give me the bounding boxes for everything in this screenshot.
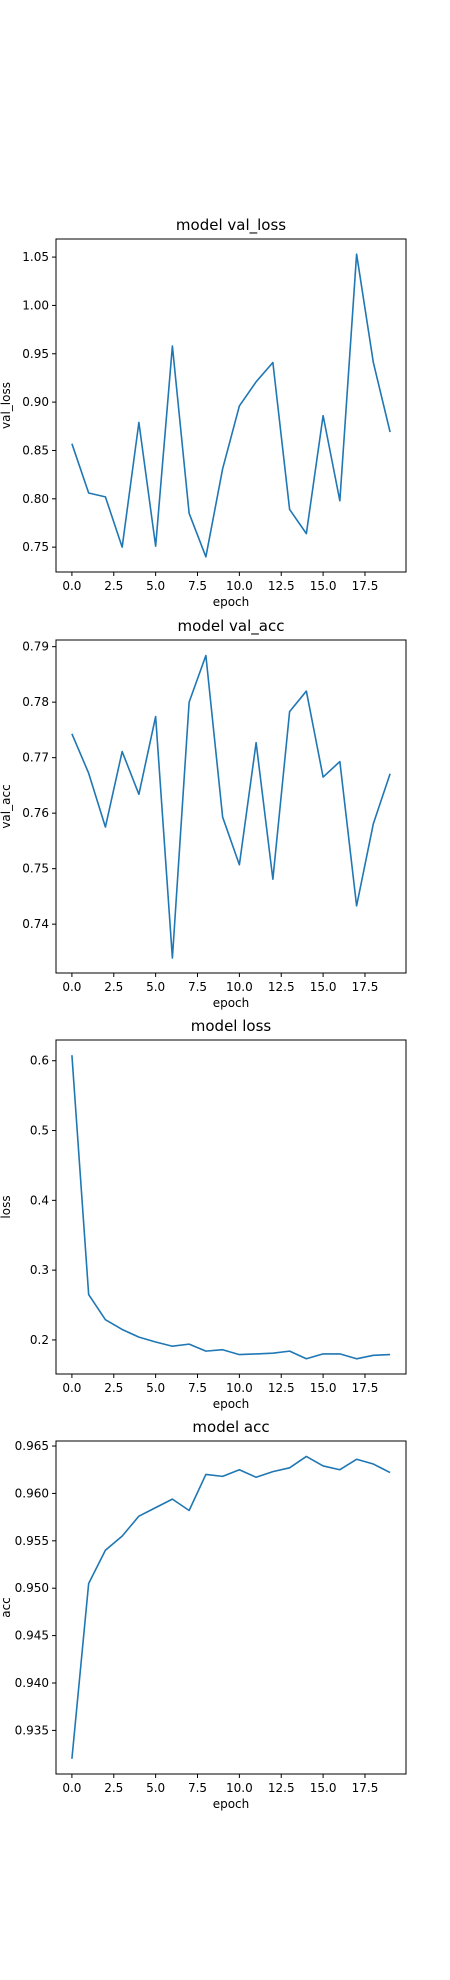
x-tick-label: 17.5: [352, 980, 379, 994]
y-tick-label: 0.80: [22, 492, 49, 506]
y-tick-label: 0.965: [15, 1439, 49, 1453]
x-axis-label: epoch: [213, 1397, 250, 1411]
x-tick-label: 5.0: [146, 1381, 165, 1395]
chart-panel-1: model val_loss 0.0 2.5 5.0 7.5 10.0 12.5 15.0 17…: [0, 216, 407, 609]
y-tick-label: 0.5: [30, 1124, 49, 1138]
x-tick-label: 10.0: [226, 980, 253, 994]
y-tick-label: 0.85: [22, 443, 49, 457]
x-tick-label: 5.0: [146, 1781, 165, 1795]
y-tick-label: 0.3: [30, 1263, 49, 1277]
y-tick-label: 0.75: [22, 540, 49, 554]
y-tick-label: 0.90: [22, 395, 49, 409]
chart-panel-2: model val_acc 0.0 2.5 5.0 7.5 10.0 12.5 15.0 17.…: [0, 617, 407, 1010]
axes-frame: [55, 1039, 407, 1375]
x-tick-label: 17.5: [352, 579, 379, 593]
x-tick-label: 0.0: [62, 1781, 81, 1795]
x-tick-label: 12.5: [268, 579, 295, 593]
x-tick-label: 12.5: [268, 1781, 295, 1795]
x-tick-label: 12.5: [268, 980, 295, 994]
y-tick-label: 0.935: [15, 1723, 49, 1737]
y-tick-label: 0.77: [22, 751, 49, 765]
chart-panel-4: model acc 0.0 2.5 5.0 7.5 10.0 12.5 15.0 17.5 0.9…: [0, 1418, 407, 1811]
x-tick-label: 7.5: [188, 1381, 207, 1395]
x-tick-label: 2.5: [104, 579, 123, 593]
series-line: [71, 1455, 391, 1759]
y-tick-label: 0.75: [22, 862, 49, 876]
x-tick-label: 2.5: [104, 1381, 123, 1395]
y-tick-label: 0.955: [15, 1534, 49, 1548]
y-tick-label: 0.6: [30, 1054, 49, 1068]
x-tick-label: 0.0: [62, 980, 81, 994]
x-tick-label: 2.5: [104, 1781, 123, 1795]
x-tick-label: 7.5: [188, 579, 207, 593]
x-tick-label: 2.5: [104, 980, 123, 994]
chart-title: model val_loss: [176, 216, 286, 235]
x-tick-label: 10.0: [226, 1381, 253, 1395]
axes-frame: [55, 1440, 407, 1775]
y-tick-label: 0.2: [30, 1333, 49, 1347]
x-tick-label: 7.5: [188, 1781, 207, 1795]
y-axis-label: loss: [0, 1195, 13, 1218]
x-tick-label: 7.5: [188, 980, 207, 994]
x-tick-label: 5.0: [146, 980, 165, 994]
x-tick-label: 17.5: [352, 1781, 379, 1795]
x-tick-label: 5.0: [146, 579, 165, 593]
x-tick-label: 15.0: [310, 579, 337, 593]
y-axis-label: acc: [0, 1597, 13, 1618]
y-tick-label: 0.95: [22, 347, 49, 361]
y-tick-label: 0.960: [15, 1486, 49, 1500]
x-axis-label: epoch: [213, 1797, 250, 1811]
axes-frame: [55, 238, 407, 573]
y-tick-label: 0.4: [30, 1193, 49, 1207]
chart-title: model loss: [191, 1017, 272, 1035]
series-line: [71, 1055, 391, 1360]
chart-title: model acc: [192, 1418, 269, 1436]
series-line: [71, 654, 391, 959]
chart-panel-3: model loss 0.0 2.5 5.0 7.5 10.0 12.5 15.0 17.5 0.…: [0, 1017, 407, 1411]
x-tick-label: 0.0: [62, 1381, 81, 1395]
x-axis-label: epoch: [213, 595, 250, 609]
y-tick-label: 1.00: [22, 298, 49, 312]
series-line: [71, 253, 391, 558]
y-tick-label: 0.79: [22, 640, 49, 654]
y-axis-label: val_loss: [0, 382, 13, 429]
x-tick-label: 17.5: [352, 1381, 379, 1395]
x-tick-label: 0.0: [62, 579, 81, 593]
x-axis-label: epoch: [213, 996, 250, 1010]
chart-title: model val_acc: [178, 617, 285, 636]
x-tick-label: 15.0: [310, 980, 337, 994]
y-tick-label: 0.950: [15, 1581, 49, 1595]
x-tick-label: 10.0: [226, 1781, 253, 1795]
y-tick-label: 1.05: [22, 250, 49, 264]
axes-frame: [55, 639, 407, 974]
y-tick-label: 0.78: [22, 695, 49, 709]
y-tick-label: 0.940: [15, 1676, 49, 1690]
x-tick-label: 15.0: [310, 1381, 337, 1395]
x-tick-label: 10.0: [226, 579, 253, 593]
x-tick-label: 12.5: [268, 1381, 295, 1395]
y-tick-label: 0.76: [22, 806, 49, 820]
x-tick-label: 15.0: [310, 1781, 337, 1795]
y-tick-label: 0.74: [22, 917, 49, 931]
y-axis-label: val_acc: [0, 784, 13, 828]
y-tick-label: 0.945: [15, 1629, 49, 1643]
